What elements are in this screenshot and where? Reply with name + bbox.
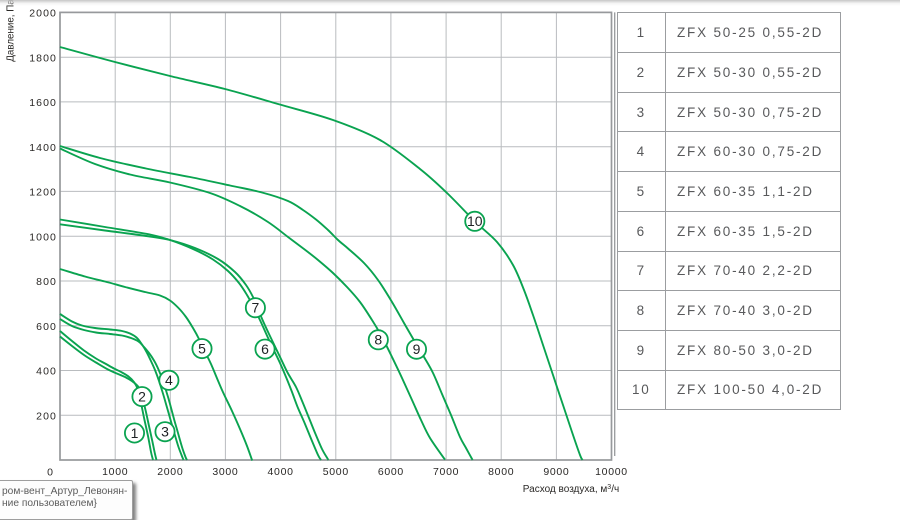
svg-text:1400: 1400	[29, 142, 57, 154]
svg-text:1000: 1000	[29, 231, 57, 243]
svg-text:Расход воздуха, м3/ч: Расход воздуха, м3/ч	[523, 484, 619, 496]
svg-text:1600: 1600	[29, 97, 57, 109]
svg-text:400: 400	[36, 366, 57, 378]
svg-text:5000: 5000	[323, 466, 349, 478]
svg-text:1: 1	[131, 425, 139, 441]
svg-text:9000: 9000	[543, 466, 569, 478]
svg-text:8000: 8000	[488, 466, 514, 478]
svg-text:3000: 3000	[212, 466, 238, 478]
svg-text:2000: 2000	[157, 466, 183, 478]
svg-text:6: 6	[261, 341, 269, 357]
svg-text:0: 0	[47, 467, 53, 479]
svg-text:800: 800	[36, 276, 57, 288]
svg-text:600: 600	[36, 321, 57, 333]
svg-text:4000: 4000	[268, 466, 294, 478]
svg-text:Давление, Па: Давление, Па	[6, 0, 17, 62]
svg-text:7000: 7000	[433, 466, 459, 478]
svg-text:9: 9	[413, 341, 421, 357]
svg-text:2000: 2000	[29, 8, 57, 20]
svg-text:10: 10	[467, 213, 483, 229]
svg-text:8: 8	[374, 332, 382, 348]
svg-text:1000: 1000	[102, 466, 128, 478]
svg-text:1200: 1200	[29, 187, 57, 199]
svg-text:3: 3	[161, 424, 169, 440]
svg-text:7: 7	[252, 300, 260, 316]
svg-text:4: 4	[165, 372, 173, 388]
svg-text:5: 5	[198, 341, 206, 357]
svg-text:6000: 6000	[378, 466, 404, 478]
svg-text:200: 200	[36, 410, 57, 422]
svg-text:10000: 10000	[595, 466, 628, 478]
svg-text:2: 2	[138, 389, 146, 405]
svg-text:1800: 1800	[29, 52, 57, 64]
